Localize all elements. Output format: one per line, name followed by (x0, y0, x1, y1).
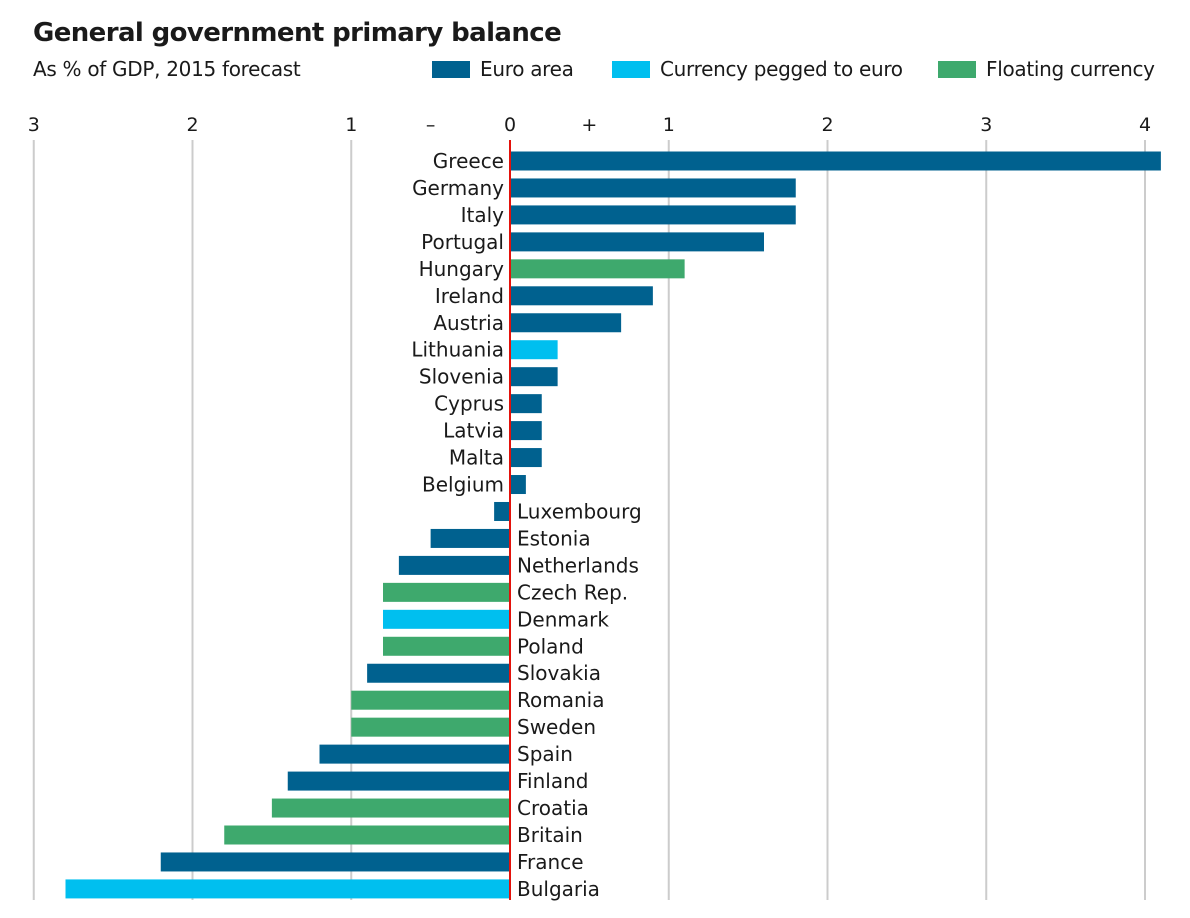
country-label: France (517, 850, 584, 874)
bar (383, 582, 510, 602)
x-tick-label: 3 (28, 114, 40, 136)
chart-title: General government primary balance (33, 18, 562, 48)
country-label: Spain (517, 742, 573, 766)
country-label: Finland (517, 769, 588, 793)
country-label: Bulgaria (517, 877, 600, 901)
bar (510, 313, 622, 333)
bar (494, 501, 510, 521)
x-tick-label: 3 (980, 114, 992, 136)
x-tick-label: – (426, 114, 436, 136)
country-label: Austria (433, 311, 504, 335)
x-tick-label: 1 (345, 114, 357, 136)
country-label: Sweden (517, 715, 596, 739)
legend-swatch-pegged (612, 60, 650, 78)
x-tick-label: 4 (1139, 114, 1151, 136)
country-label: Slovenia (419, 365, 504, 389)
bar (271, 798, 510, 818)
x-tick-label: + (581, 114, 597, 136)
country-label: Poland (517, 634, 584, 658)
bar (351, 717, 510, 737)
country-label: Italy (461, 203, 505, 227)
bar (510, 340, 558, 360)
country-label: Netherlands (517, 553, 639, 577)
bar (510, 475, 526, 495)
chart-subtitle: As % of GDP, 2015 forecast (33, 57, 301, 81)
country-label: Belgium (422, 473, 504, 497)
legend-label-euro-area: Euro area (480, 57, 574, 81)
country-label: Cyprus (434, 392, 504, 416)
bar (160, 852, 510, 872)
bar (510, 232, 764, 252)
legend-item-pegged: Currency pegged to euro (612, 57, 903, 81)
legend-label-pegged: Currency pegged to euro (660, 57, 903, 81)
bar (510, 178, 796, 198)
legend-swatch-euro-area (432, 60, 470, 78)
bar (287, 771, 510, 791)
bar (510, 286, 653, 306)
country-label: Luxembourg (517, 499, 642, 523)
bar (224, 825, 510, 845)
country-label: Denmark (517, 607, 609, 631)
bar (383, 609, 510, 629)
bar (65, 879, 510, 899)
bar (351, 690, 510, 710)
bar (430, 528, 510, 548)
country-label: Czech Rep. (517, 580, 628, 604)
country-label: Greece (433, 149, 504, 173)
bar (319, 744, 510, 764)
legend-item-euro-area: Euro area (432, 57, 574, 81)
country-label: Malta (449, 446, 504, 470)
legend-label-floating: Floating currency (986, 57, 1155, 81)
bar (510, 205, 796, 225)
x-tick-label: 1 (663, 114, 675, 136)
country-label: Hungary (419, 257, 505, 281)
x-tick-label: 0 (504, 114, 516, 136)
bar (510, 367, 558, 387)
country-label: Estonia (517, 526, 591, 550)
country-label: Latvia (443, 419, 504, 443)
bar (510, 448, 542, 468)
bar (398, 555, 510, 575)
country-label: Britain (517, 823, 583, 847)
bar (510, 151, 1161, 171)
legend-item-floating: Floating currency (938, 57, 1155, 81)
x-tick-label: 2 (186, 114, 198, 136)
x-tick-label: 2 (821, 114, 833, 136)
bar (383, 636, 510, 656)
bar (510, 421, 542, 441)
country-label: Portugal (421, 230, 504, 254)
legend-swatch-floating (938, 60, 976, 78)
bar (510, 394, 542, 414)
country-label: Romania (517, 688, 604, 712)
country-label: Lithuania (411, 338, 504, 362)
country-label: Croatia (517, 796, 589, 820)
bar (510, 259, 685, 279)
country-label: Germany (412, 176, 504, 200)
country-label: Ireland (435, 284, 504, 308)
country-label: Slovakia (517, 661, 601, 685)
bar (367, 663, 510, 683)
